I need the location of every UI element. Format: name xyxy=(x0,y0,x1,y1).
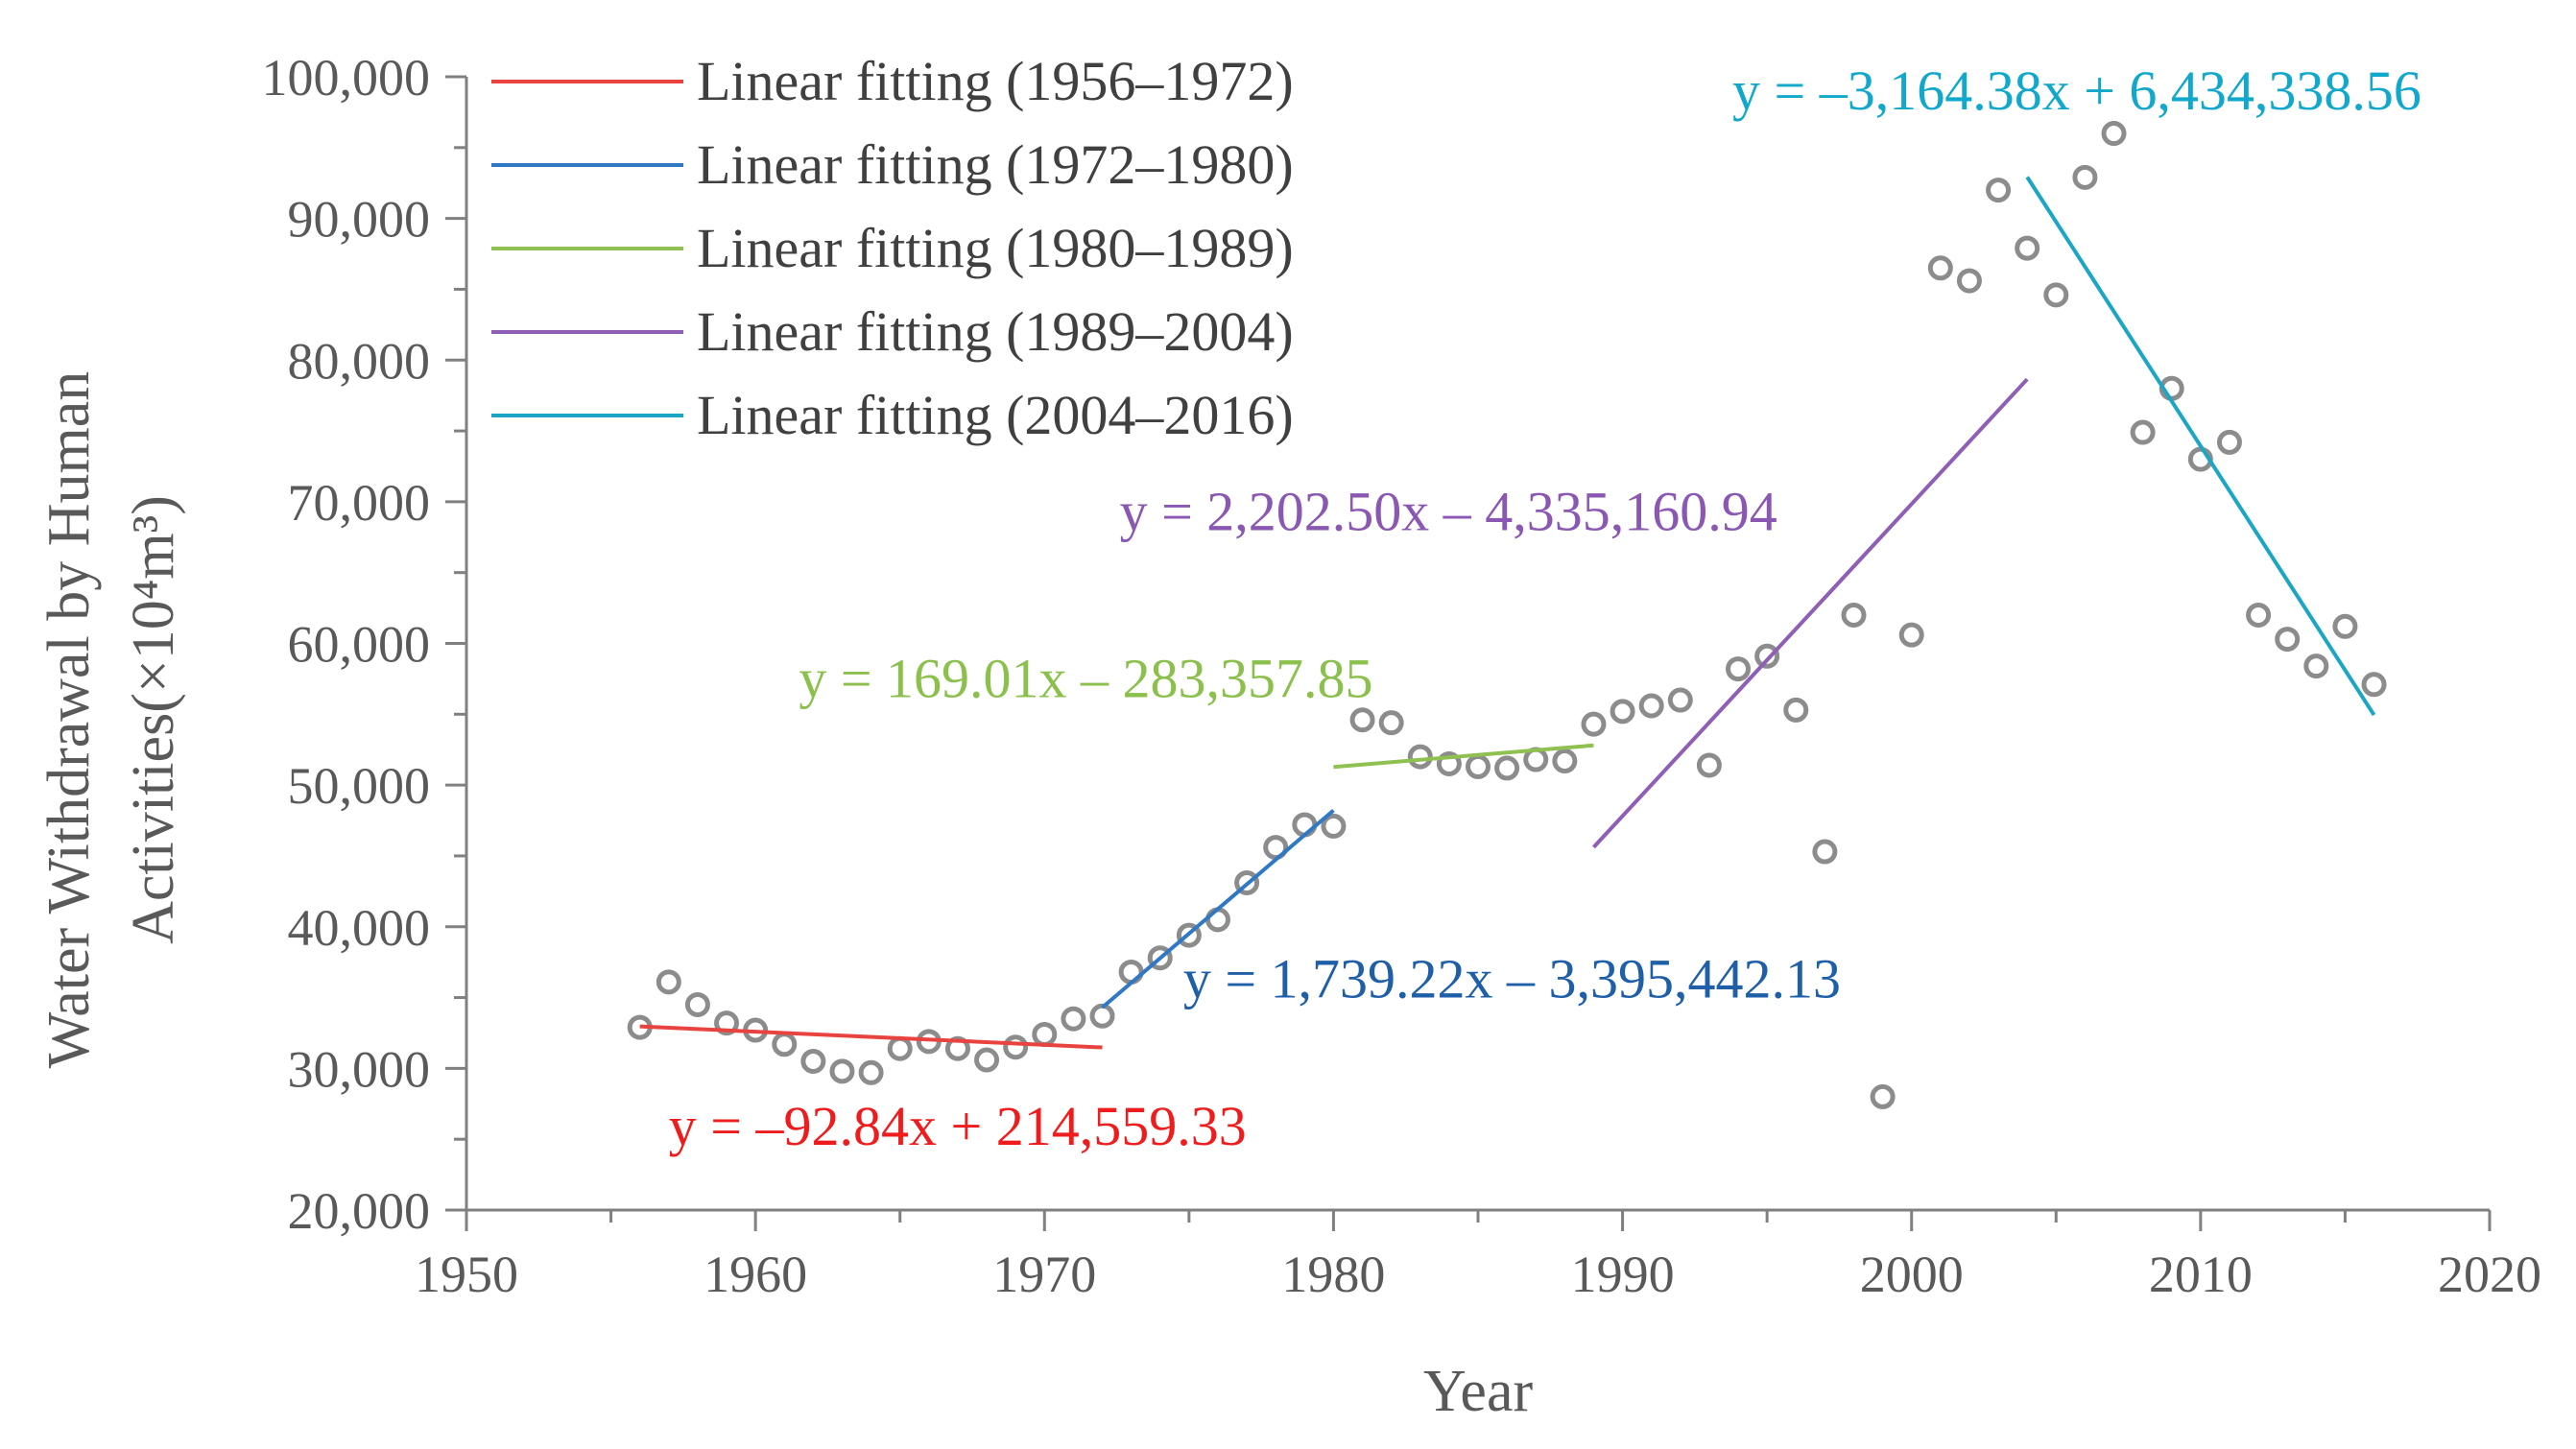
fit-line xyxy=(1333,743,1594,770)
data-point xyxy=(1581,711,1607,737)
fit-lines xyxy=(639,176,2376,1050)
fit-line xyxy=(639,1024,1103,1050)
data-point xyxy=(1407,744,1433,770)
data-point xyxy=(1032,1021,1058,1047)
data-point xyxy=(1003,1034,1029,1060)
data-point xyxy=(1089,1003,1115,1029)
x-tick-label: 2000 xyxy=(1860,1246,1964,1303)
legend-label: Linear fitting (1956–1972) xyxy=(697,50,1294,112)
fit-equation: y = –3,164.38x + 6,434,338.56 xyxy=(1732,59,2421,122)
legend-label: Linear fitting (1980–1989) xyxy=(697,217,1294,279)
x-tick-label: 1970 xyxy=(992,1246,1096,1303)
fit-equation: y = 169.01x – 283,357.85 xyxy=(799,648,1372,710)
fit-equation: y = 1,739.22x – 3,395,442.13 xyxy=(1183,948,1841,1010)
y-axis-title-line2: Activities(×10⁴m³) xyxy=(121,495,186,944)
data-point xyxy=(1870,1083,1896,1109)
data-point xyxy=(2332,613,2358,639)
data-point xyxy=(2246,602,2272,628)
fit-line xyxy=(1591,377,2029,849)
data-point xyxy=(1466,753,1491,779)
data-point xyxy=(1378,710,1404,736)
data-point xyxy=(656,969,681,995)
y-tick-label: 40,000 xyxy=(288,899,431,957)
y-tick-label: 80,000 xyxy=(288,332,431,390)
y-tick-label: 20,000 xyxy=(288,1182,431,1240)
data-point xyxy=(2275,627,2301,653)
data-point xyxy=(1436,750,1462,776)
x-tick-label: 1990 xyxy=(1571,1246,1675,1303)
data-point xyxy=(2043,282,2069,308)
data-point xyxy=(1696,752,1722,778)
data-point xyxy=(1956,268,1982,294)
fit-equations: y = –92.84x + 214,559.33 y = 1,739.22x – … xyxy=(669,59,2421,1157)
data-point xyxy=(2015,235,2040,261)
x-tick-label: 1960 xyxy=(704,1246,807,1303)
fit-equation: y = –92.84x + 214,559.33 xyxy=(669,1095,1247,1157)
data-point xyxy=(1841,602,1867,628)
data-point xyxy=(1552,748,1578,774)
data-point xyxy=(1147,945,1173,971)
data-point xyxy=(684,991,710,1017)
y-axis-ticks: 20,000 30,000 40,000 50,000 60,000 70,000 80,0… xyxy=(262,49,466,1240)
data-point xyxy=(1176,922,1202,948)
data-point xyxy=(1638,693,1664,719)
data-point xyxy=(772,1032,798,1057)
data-point xyxy=(1061,1006,1086,1032)
data-point xyxy=(829,1058,855,1084)
data-point xyxy=(1898,622,1924,648)
y-axis-title-line1: Water Withdrawal by Human xyxy=(36,371,102,1069)
y-tick-label: 50,000 xyxy=(288,757,431,815)
data-point xyxy=(2101,121,2127,147)
data-point xyxy=(1927,255,1953,281)
data-point xyxy=(1494,755,1520,781)
data-point xyxy=(1349,707,1375,733)
legend-label: Linear fitting (1989–2004) xyxy=(697,300,1294,363)
data-point xyxy=(944,1035,970,1061)
legend-label: Linear fitting (2004–2016) xyxy=(697,384,1294,446)
data-point xyxy=(1783,697,1809,723)
y-tick-label: 70,000 xyxy=(288,474,431,532)
data-point xyxy=(858,1059,884,1085)
data-point xyxy=(1986,178,2012,203)
legend: Linear fitting (1956–1972) Linear fitting… xyxy=(491,50,1294,446)
x-tick-label: 2020 xyxy=(2438,1246,2541,1303)
legend-label: Linear fitting (1972–1980) xyxy=(697,133,1294,196)
data-point xyxy=(1812,839,1838,865)
x-tick-label: 1950 xyxy=(415,1246,518,1303)
y-tick-label: 60,000 xyxy=(288,616,431,674)
data-point xyxy=(1610,699,1635,724)
data-point xyxy=(887,1035,913,1061)
data-point xyxy=(714,1010,740,1036)
data-point xyxy=(1754,643,1780,669)
x-tick-label: 2010 xyxy=(2149,1246,2253,1303)
x-tick-label: 1980 xyxy=(1281,1246,1385,1303)
data-point xyxy=(2072,164,2098,190)
data-point xyxy=(1292,812,1318,838)
data-point xyxy=(1321,813,1347,839)
data-point xyxy=(1234,869,1260,895)
data-point xyxy=(974,1047,1000,1073)
data-point xyxy=(2130,419,2156,445)
data-point xyxy=(800,1048,826,1074)
data-point xyxy=(2361,672,2387,698)
fit-equation: y = 2,202.50x – 4,335,160.94 xyxy=(1120,480,1777,542)
x-axis-ticks: 1950 1960 1970 1980 1990 2000 2010 2020 xyxy=(415,1210,2541,1303)
data-point xyxy=(2303,653,2329,679)
x-axis-title: Year xyxy=(1423,1359,1534,1424)
data-point xyxy=(1667,687,1693,713)
data-point xyxy=(2216,429,2242,455)
y-tick-label: 30,000 xyxy=(288,1040,431,1098)
y-tick-label: 100,000 xyxy=(262,49,431,107)
data-point xyxy=(1726,656,1752,682)
fit-line xyxy=(2025,176,2376,717)
fit-line xyxy=(1101,808,1335,1010)
y-tick-label: 90,000 xyxy=(288,191,431,249)
